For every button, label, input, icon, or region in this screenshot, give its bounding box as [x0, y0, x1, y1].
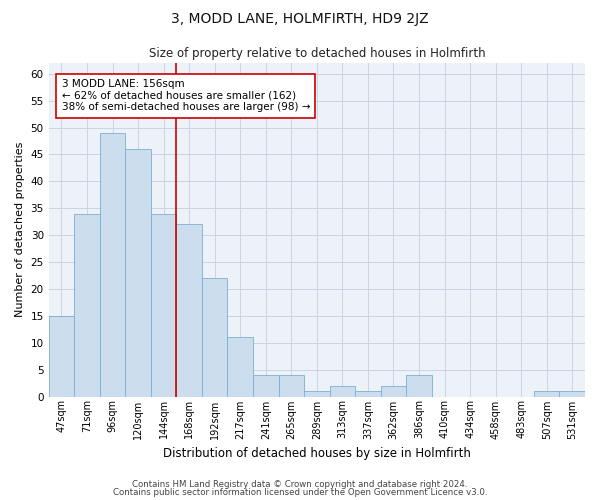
Text: Contains public sector information licensed under the Open Government Licence v3: Contains public sector information licen…	[113, 488, 487, 497]
Bar	[176, 224, 202, 396]
Bar	[406, 375, 432, 396]
Bar	[355, 391, 380, 396]
Text: Contains HM Land Registry data © Crown copyright and database right 2024.: Contains HM Land Registry data © Crown c…	[132, 480, 468, 489]
Bar	[253, 375, 278, 396]
Bar	[304, 391, 329, 396]
X-axis label: Distribution of detached houses by size in Holmfirth: Distribution of detached houses by size …	[163, 447, 471, 460]
Bar	[227, 338, 253, 396]
Bar	[100, 133, 125, 396]
Bar	[151, 214, 176, 396]
Y-axis label: Number of detached properties: Number of detached properties	[15, 142, 25, 318]
Bar	[534, 391, 559, 396]
Bar	[49, 316, 74, 396]
Bar	[329, 386, 355, 396]
Text: 3 MODD LANE: 156sqm
← 62% of detached houses are smaller (162)
38% of semi-detac: 3 MODD LANE: 156sqm ← 62% of detached ho…	[62, 79, 310, 112]
Text: 3, MODD LANE, HOLMFIRTH, HD9 2JZ: 3, MODD LANE, HOLMFIRTH, HD9 2JZ	[171, 12, 429, 26]
Title: Size of property relative to detached houses in Holmfirth: Size of property relative to detached ho…	[149, 48, 485, 60]
Bar	[380, 386, 406, 396]
Bar	[559, 391, 585, 396]
Bar	[74, 214, 100, 396]
Bar	[278, 375, 304, 396]
Bar	[202, 278, 227, 396]
Bar	[125, 149, 151, 396]
